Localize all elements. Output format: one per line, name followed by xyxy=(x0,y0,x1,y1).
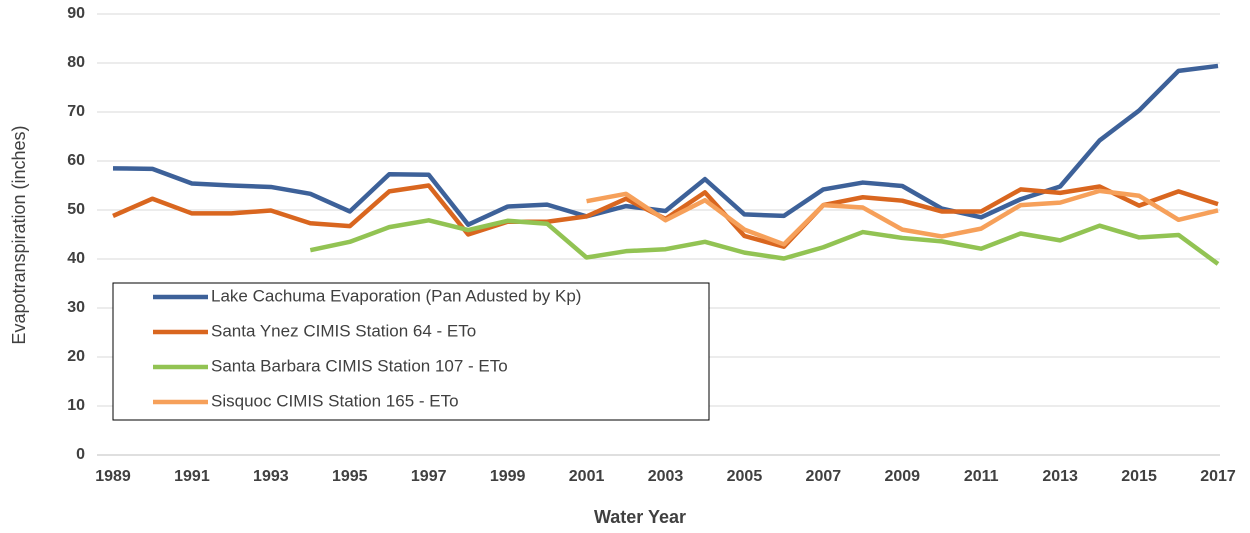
series-line xyxy=(112,63,1219,227)
x-tick-label: 1995 xyxy=(332,468,368,485)
y-tick-label: 70 xyxy=(67,103,85,120)
y-tick-label: 30 xyxy=(67,299,85,316)
legend-label: Lake Cachuma Evaporation (Pan Adusted by… xyxy=(211,286,581,305)
x-tick-label: 1989 xyxy=(95,468,131,485)
x-tick-label: 1999 xyxy=(490,468,526,485)
y-tick-label: 50 xyxy=(67,201,85,218)
x-tick-label: 2017 xyxy=(1200,468,1236,485)
legend-label: Santa Barbara CIMIS Station 107 - ETo xyxy=(211,356,508,375)
series-line xyxy=(309,218,1220,266)
x-tick-label: 1991 xyxy=(174,468,210,485)
y-axis-label: Evapotranspiration (inches) xyxy=(9,125,29,344)
x-tick-label: 2003 xyxy=(648,468,684,485)
x-tick-label: 2007 xyxy=(806,468,842,485)
x-tick-label: 1997 xyxy=(411,468,447,485)
x-tick-label: 2005 xyxy=(727,468,763,485)
y-tick-label: 20 xyxy=(67,348,85,365)
y-tick-label: 80 xyxy=(67,54,85,71)
x-tick-label: 2009 xyxy=(884,468,920,485)
legend-box xyxy=(112,282,710,421)
series-line xyxy=(586,188,1219,247)
x-tick-label: 2001 xyxy=(569,468,605,485)
x-axis-label: Water Year xyxy=(594,507,686,527)
y-tick-label: 60 xyxy=(67,152,85,169)
legend-label: Santa Ynez CIMIS Station 64 - ETo xyxy=(211,321,476,340)
x-tick-label: 1993 xyxy=(253,468,289,485)
y-tick-label: 10 xyxy=(67,397,85,414)
x-tick-label: 2015 xyxy=(1121,468,1157,485)
y-tick-label: 0 xyxy=(76,446,85,463)
y-tick-label: 90 xyxy=(67,5,85,22)
y-tick-label: 40 xyxy=(67,250,85,267)
x-tick-label: 2013 xyxy=(1042,468,1078,485)
legend-label: Sisquoc CIMIS Station 165 - ETo xyxy=(211,391,459,410)
x-tick-label: 2011 xyxy=(964,468,999,485)
